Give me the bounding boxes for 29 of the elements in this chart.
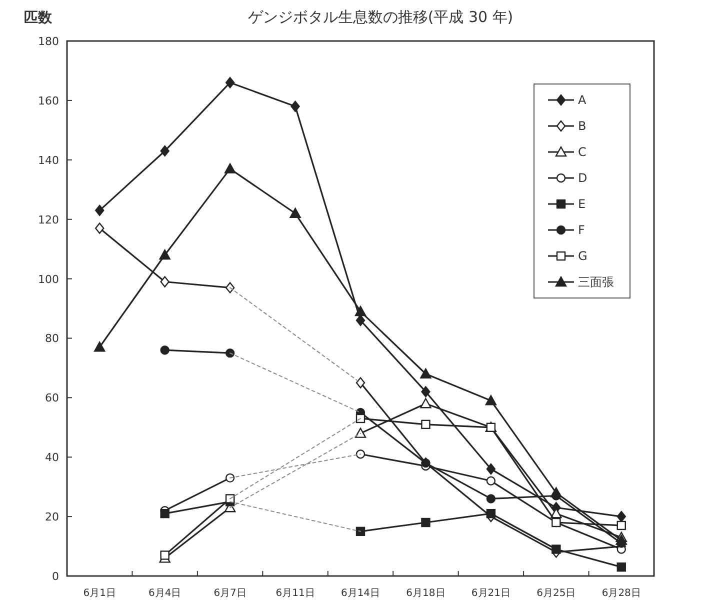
chart-title: ゲンジボタル生息数の推移(平成 30 年) [248,8,514,26]
x-tick-label: 6月25日 [536,588,576,599]
x-tick-label: 6月7日 [214,588,246,599]
legend-label: A [578,93,587,107]
legend-label: B [578,119,586,133]
y-tick-label: 100 [38,272,59,286]
x-tick-label: 6月1日 [83,588,116,599]
y-tick-label: 180 [38,35,59,48]
y-tick-label: 140 [38,154,59,167]
y-axis-title: 匹数 [24,10,53,26]
x-tick-label: 6月28日 [602,588,641,599]
legend-label: C [578,145,586,159]
x-tick-label: 6月11日 [276,588,315,599]
y-tick-label: 0 [52,570,59,583]
y-tick-label: 60 [45,392,59,405]
y-tick-label: 120 [38,213,59,226]
y-tick-label: 80 [45,332,59,346]
legend-label: G [578,249,588,263]
x-tick-label: 6月4日 [148,588,182,599]
y-tick-label: 40 [45,451,59,464]
legend-label: D [578,171,588,185]
y-tick-label: 20 [45,510,59,524]
x-tick-label: 6月14日 [340,588,380,599]
x-tick-label: 6月18日 [406,588,446,599]
x-tick-label: 6月21日 [471,588,510,599]
legend-label: 三面張 [578,275,614,289]
legend-label: F [578,223,585,237]
legend-label: E [578,197,586,211]
y-tick-label: 160 [38,94,59,108]
